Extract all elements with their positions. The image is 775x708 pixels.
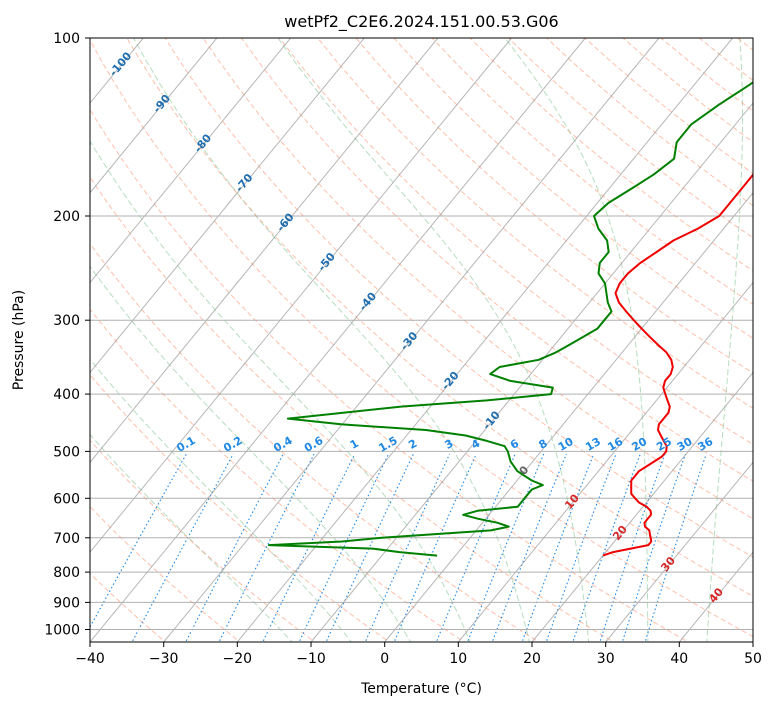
x-tick-label: 50 (744, 651, 762, 667)
isotherms (90, 38, 753, 642)
dry-adiabat-line (240, 38, 753, 482)
moist-adiabats (90, 38, 743, 642)
x-tick-label: −40 (75, 651, 105, 667)
y-tick-label: 400 (53, 387, 80, 403)
dry-adiabat-line (355, 38, 753, 374)
mixing-ratio-line (545, 453, 617, 642)
isotherm-line (310, 102, 753, 642)
x-tick-label: −10 (296, 651, 326, 667)
y-tick-label: 300 (53, 313, 80, 329)
x-tick-label: 0 (380, 651, 389, 667)
mixing-ratio-line (218, 453, 315, 642)
x-tick-label: 10 (449, 651, 467, 667)
isotherm-line (90, 38, 365, 374)
isotherm-line (90, 38, 512, 553)
y-tick-label: 100 (53, 31, 80, 47)
dewpoint-profile-line (267, 81, 753, 557)
mixing-ratio-line (435, 453, 516, 642)
isotherm-line (457, 281, 753, 642)
isotherm-line (236, 38, 733, 642)
moist-adiabat-line (277, 38, 590, 642)
x-tick-label: 30 (597, 651, 615, 667)
x-axis-label: Temperature (°C) (360, 681, 482, 697)
mixing-ratio-line (621, 453, 687, 642)
y-tick-label: 200 (53, 209, 80, 225)
mixing-ratio-line (393, 453, 477, 642)
dry-adiabat-line (393, 38, 753, 339)
isotherm-line (90, 38, 439, 464)
moist-adiabat-line (504, 38, 649, 642)
mixing-ratio-line (644, 453, 707, 642)
dry-adiabat-line (90, 242, 540, 642)
y-tick-label: 900 (53, 595, 80, 611)
isotherm-line (384, 191, 753, 642)
y-tick-label: 500 (53, 444, 80, 460)
y-tick-label: 800 (53, 565, 80, 581)
moist-adiabat-line (133, 38, 530, 642)
moist-adiabat-line (90, 265, 412, 642)
y-tick-label: 600 (53, 491, 80, 507)
moist-adiabat-line (706, 38, 743, 642)
x-tick-label: 40 (670, 651, 688, 667)
moist-adiabat-line (90, 358, 352, 642)
x-axis-ticks: −40 −30 −20 −10 0 10 20 30 40 50 (75, 642, 762, 667)
x-tick-label: 20 (523, 651, 541, 667)
isotherm-line (90, 38, 218, 194)
isotherm-line (90, 38, 586, 642)
x-tick-label: −20 (223, 651, 253, 667)
dry-adiabat-line (90, 39, 753, 638)
dry-adiabat-line (164, 38, 753, 558)
profile-series (267, 81, 753, 557)
dry-adiabat-line (126, 38, 753, 597)
mixing-ratio-line (599, 453, 666, 642)
chart-title: wetPf2_C2E6.2024.151.00.53.G06 (284, 12, 558, 32)
mixing-ratio-line (491, 453, 568, 642)
mixing-ratio-line (90, 453, 187, 629)
y-tick-label: 1000 (44, 623, 80, 639)
y-axis-ticks: 100 200 300 400 500 600 700 800 900 1000 (44, 31, 90, 639)
x-tick-label: −30 (149, 651, 179, 667)
pressure-gridlines (90, 38, 753, 630)
plot-area: 0.1 0.2 0.4 0.6 1 1.5 2 3 4 6 8 10 13 16 20 25 30 36-100-… (90, 38, 753, 642)
temperature-profile-line (602, 173, 753, 557)
mixing-ratio-line (572, 453, 641, 642)
moist-adiabat-line (90, 140, 471, 642)
y-tick-label: 700 (53, 531, 80, 547)
plot-frame (89, 37, 754, 643)
isotherm-line (90, 38, 291, 284)
isotherm-line (605, 461, 753, 642)
isotherm-line (163, 38, 660, 642)
mixing-ratio-line (131, 453, 234, 642)
isotherm-line (531, 371, 753, 642)
y-axis-label: Pressure (hPa) (11, 290, 27, 390)
